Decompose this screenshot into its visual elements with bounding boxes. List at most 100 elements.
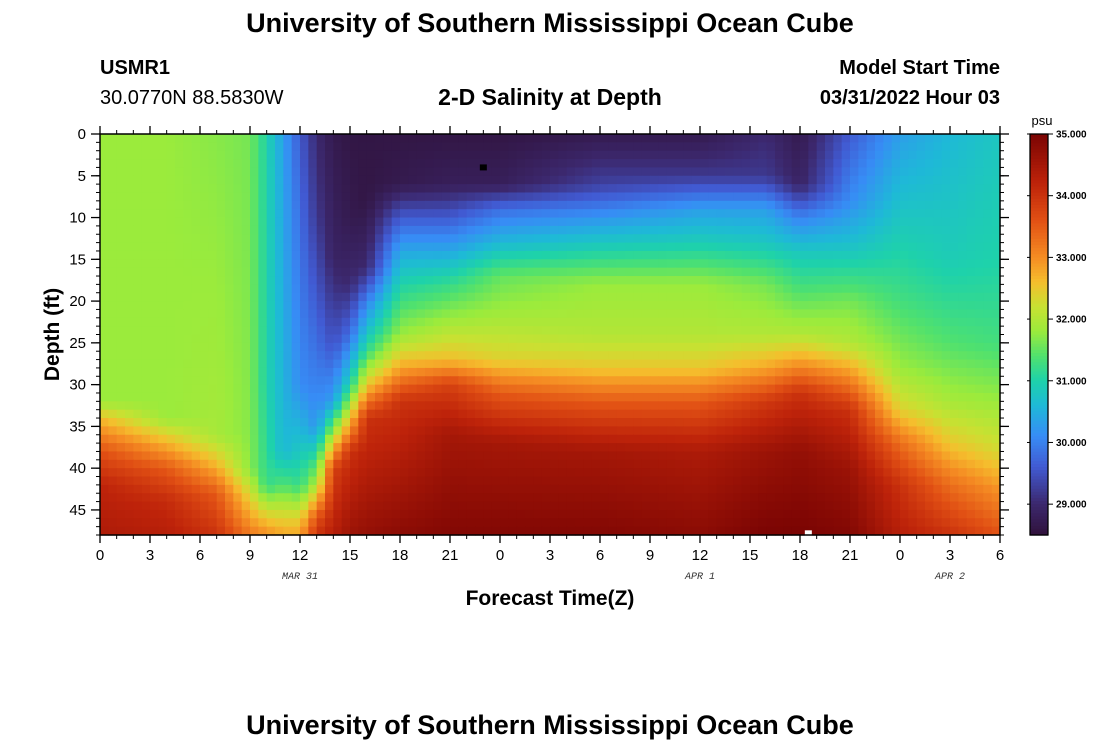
heatmap-cell [775,493,784,503]
heatmap-cell [391,142,401,152]
heatmap-cell [591,476,601,486]
heatmap-cell [808,217,818,227]
heatmap-cell [966,242,976,252]
heatmap-cell [750,401,759,411]
heatmap-cell [408,359,418,369]
heatmap-cell [358,276,368,285]
heatmap-cell [541,167,551,177]
heatmap-cell [433,401,443,411]
heatmap-cell [833,342,843,352]
heatmap-cell [683,426,693,436]
heatmap-cell [325,159,334,169]
heatmap-cell [841,209,851,219]
heatmap-cell [150,192,159,202]
heatmap-cell [483,409,493,419]
heatmap-cell [241,234,251,244]
heatmap-cell [700,134,709,143]
heatmap-cell [600,142,609,152]
heatmap-cell [666,134,676,143]
heatmap-cell [158,217,168,227]
heatmap-cell [725,317,734,327]
heatmap-cell [275,367,284,377]
heatmap-cell [691,200,701,210]
heatmap-cell [316,142,326,152]
heatmap-cell [650,392,659,402]
heatmap-cell [541,200,551,210]
heatmap-cell [258,409,268,419]
heatmap-cell [875,267,884,277]
heatmap-cell [366,493,376,503]
heatmap-cell [533,468,543,478]
heatmap-cell [600,459,609,469]
heatmap-cell [650,451,659,461]
heatmap-cell [833,209,843,219]
heatmap-cell [216,326,226,336]
heatmap-cell [133,150,143,160]
heatmap-cell [316,134,326,143]
heatmap-cell [483,225,493,235]
heatmap-cell [350,250,359,260]
heatmap-cell [566,459,576,469]
heatmap-cell [158,209,168,219]
heatmap-cell [800,250,809,260]
heatmap-cell [500,317,509,327]
heatmap-cell [616,443,626,453]
heatmap-cell [433,317,443,327]
heatmap-cell [825,217,834,227]
heatmap-cell [191,351,201,361]
heatmap-cell [900,484,909,494]
heatmap-cell [341,409,351,419]
heatmap-cell [500,284,509,294]
heatmap-cell [991,451,1001,461]
heatmap-cell [550,142,559,152]
heatmap-cell [258,242,268,252]
heatmap-cell [225,159,234,169]
heatmap-cell [441,309,451,319]
heatmap-cell [658,142,668,152]
heatmap-cell [741,217,751,227]
heatmap-cell [458,451,468,461]
heatmap-cell [775,409,784,419]
heatmap-cell [250,134,259,143]
heatmap-cell [850,217,859,227]
heatmap-cell [766,242,776,252]
heatmap-cell [600,476,609,486]
heatmap-cell [341,184,351,194]
heatmap-cell [383,342,393,352]
heatmap-cell [950,443,959,453]
heatmap-cell [300,409,309,419]
heatmap-cell [600,225,609,235]
heatmap-cell [291,317,301,327]
heatmap-cell [783,284,793,294]
heatmap-cell [758,451,768,461]
heatmap-cell [758,342,768,352]
heatmap-cell [916,351,926,361]
heatmap-cell [941,276,951,285]
heatmap-cell [308,167,318,177]
heatmap-cell [450,501,459,511]
heatmap-cell [250,384,259,394]
heatmap-cell [400,509,409,519]
heatmap-cell [283,359,293,369]
heatmap-cell [408,476,418,486]
heatmap-cell [916,134,926,143]
heatmap-cell [291,418,301,427]
heatmap-cell [241,376,251,386]
heatmap-cell [258,159,268,169]
heatmap-cell [341,334,351,344]
heatmap-cell [791,459,801,469]
heatmap-cell [408,434,418,444]
heatmap-cell [875,250,884,260]
heatmap-cell [775,401,784,411]
heatmap-cell [775,359,784,369]
heatmap-cell [733,309,743,319]
heatmap-cell [508,150,518,160]
heatmap-cell [725,493,734,503]
heatmap-cell [233,250,243,260]
heatmap-cell [966,184,976,194]
heatmap-cell [866,401,876,411]
heatmap-cell [575,342,584,352]
heatmap-cell [266,317,276,327]
heatmap-cell [366,142,376,152]
heatmap-cell [283,284,293,294]
